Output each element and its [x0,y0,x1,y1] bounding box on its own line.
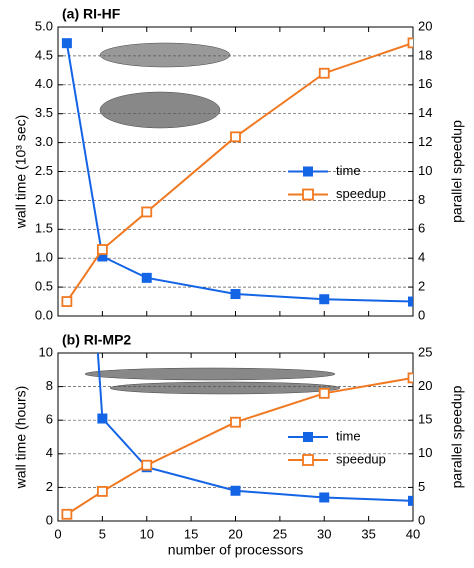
y-tick-label: 4 [46,445,53,460]
marker [318,67,330,79]
y2-axis-label: parallel speedup [449,385,465,488]
y-tick-label: 2.0 [35,192,53,207]
x-tick-label: 5 [99,526,106,541]
legend-label: speedup [336,186,386,201]
series-line [65,43,413,303]
y2-tick-label: 0 [418,512,425,527]
marker [407,37,413,49]
y2-tick-label: 18 [418,47,432,62]
y2-tick-label: 25 [418,344,432,359]
marker [230,485,241,496]
y-axis-label: wall time (hours) [13,386,29,490]
marker [407,372,413,384]
x-tick-label: 25 [273,526,287,541]
legend-label: time [336,428,361,443]
x-tick-label: 30 [317,526,331,541]
marker [141,272,152,283]
y-axis-label: wall time (10³ sec) [13,115,29,230]
y-tick-label: 2.5 [35,163,53,178]
marker [97,251,108,262]
y2-tick-label: 8 [418,192,425,207]
marker [319,294,330,305]
y-tick-label: 0.5 [35,279,53,294]
y2-tick-label: 14 [418,105,432,120]
y2-tick-label: 20 [418,378,432,393]
y-tick-label: 10 [39,344,53,359]
marker [230,416,241,428]
series-clip [61,353,413,520]
y-tick-label: 2 [46,479,53,494]
molecule-b [84,367,341,395]
series-line [66,41,413,303]
panel-title: (b) RI-MP2 [62,332,131,348]
marker [408,495,413,506]
plot-frame [57,352,414,522]
marker [141,206,153,218]
legend-marker [303,432,313,442]
plot-frame [57,26,414,317]
y-tick-label: 6 [46,412,53,427]
y2-tick-label: 6 [418,221,425,236]
series-line [96,353,413,502]
x-tick-label: 10 [140,526,154,541]
marker [96,244,108,255]
y-tick-label: 4.5 [35,47,53,62]
y-tick-label: 1.0 [35,250,53,265]
marker [61,38,72,49]
marker [96,486,108,497]
legend-marker [303,166,313,177]
y-tick-label: 0 [46,512,53,527]
y-tick-label: 0.0 [35,307,53,322]
marker [141,459,153,471]
x-tick-label: 20 [228,526,242,541]
x-tick-label: 35 [361,526,375,541]
x-axis-label: number of processors [168,542,303,558]
marker [318,387,330,399]
marker [97,413,108,424]
marker [408,296,413,307]
y2-tick-label: 15 [418,412,432,427]
y-tick-label: 5.0 [35,18,53,33]
y-tick-label: 3.0 [35,134,53,149]
y2-tick-label: 2 [418,279,425,294]
y2-tick-label: 16 [418,76,432,91]
y-tick-label: 1.5 [35,221,53,236]
legend-label: time [336,163,361,178]
y2-tick-label: 12 [418,134,432,149]
x-tick-label: 0 [54,526,61,541]
x-tick-label: 15 [184,526,198,541]
marker [230,289,241,300]
series-line [66,376,413,516]
y-tick-label: 4.0 [35,76,53,91]
y2-tick-label: 20 [418,18,432,33]
molecule-a [99,42,231,129]
x-tick-label: 40 [406,526,420,541]
y2-axis-label: parallel speedup [449,120,465,223]
marker [61,508,73,520]
legend-marker [302,454,314,466]
y-tick-label: 3.5 [35,105,53,120]
series-clip [61,37,413,307]
marker [61,296,73,307]
y2-tick-label: 10 [418,445,432,460]
y2-tick-label: 5 [418,479,425,494]
y-tick-label: 8 [46,378,53,393]
y2-tick-label: 0 [418,307,425,322]
legend-label: speedup [336,451,386,466]
marker [230,131,241,143]
y2-tick-label: 4 [418,250,425,265]
y2-tick-label: 10 [418,163,432,178]
panel-title: (a) RI-HF [62,6,121,22]
legend-marker [302,188,314,201]
marker [319,492,330,503]
